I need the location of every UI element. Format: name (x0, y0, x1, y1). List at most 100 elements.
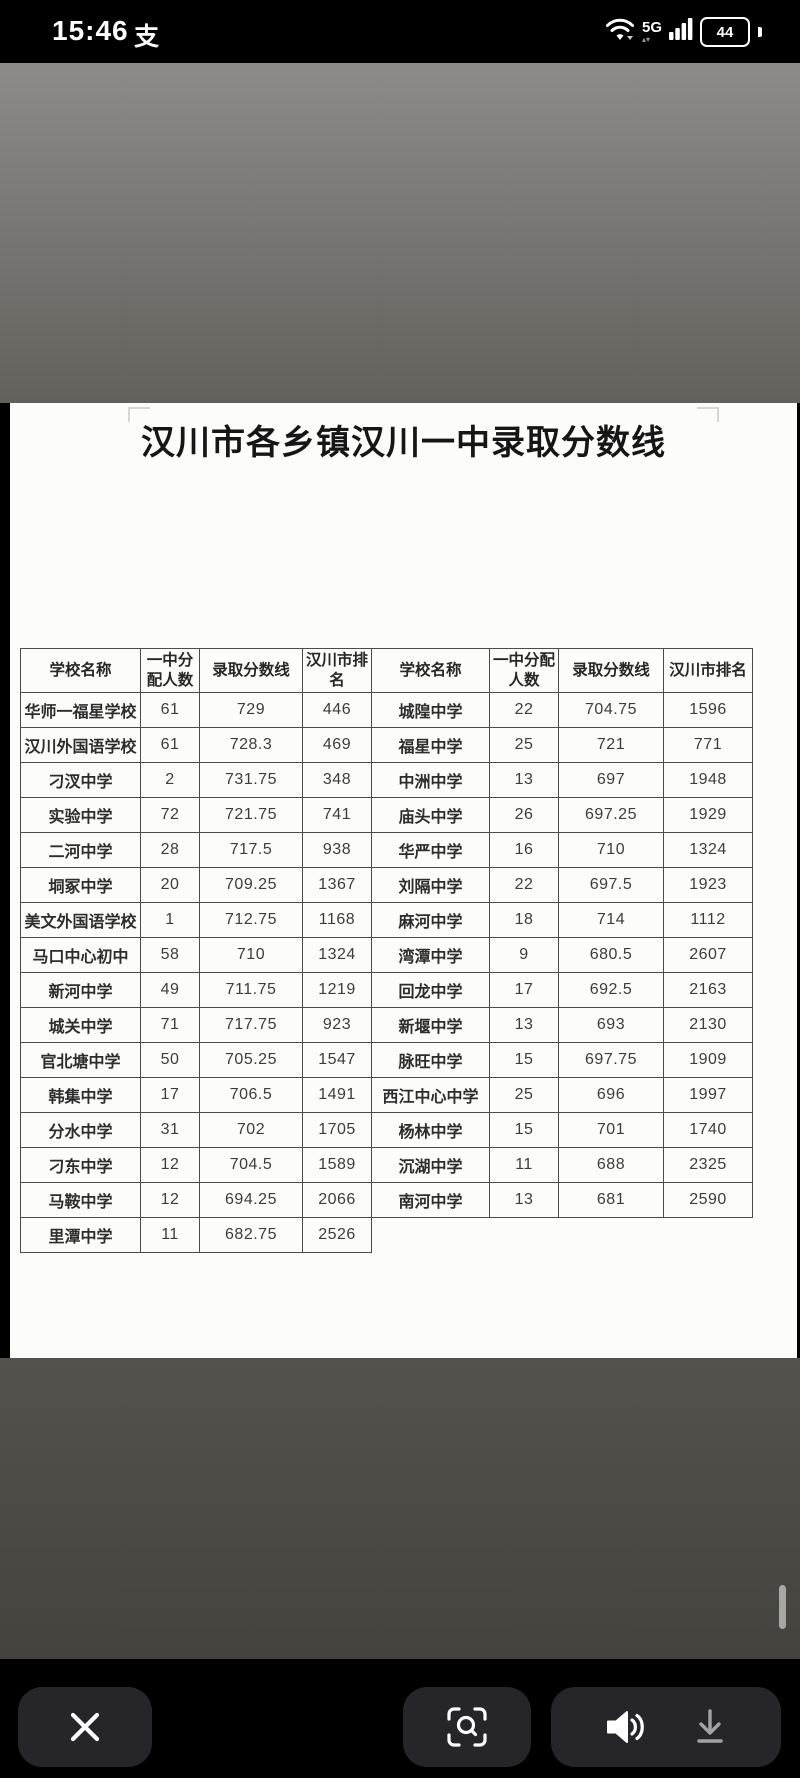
value-cell: 2325 (663, 1147, 753, 1183)
table-row: 湾潭中学 9 680.5 2607 (371, 937, 753, 973)
school-name-cell: 回龙中学 (371, 972, 490, 1008)
school-name-cell: 里潭中学 (20, 1217, 141, 1253)
value-cell: 1909 (663, 1042, 753, 1078)
value-cell: 13 (489, 1182, 559, 1218)
value-cell: 694.25 (199, 1182, 303, 1218)
table-header-row: 学校名称 一中分配人数 录取分数线 汉川市排名 (371, 648, 753, 693)
scores-table-right: 学校名称 一中分配人数 录取分数线 汉川市排名 城隍中学 22 704.75 1596… (371, 648, 753, 1218)
col-header-quota: 一中分配人数 (489, 648, 559, 693)
value-cell: 446 (302, 692, 372, 728)
value-cell: 692.5 (558, 972, 664, 1008)
school-name-cell: 二河中学 (20, 832, 141, 868)
value-cell: 717.75 (199, 1007, 303, 1043)
school-name-cell: 刁东中学 (20, 1147, 141, 1183)
value-cell: 58 (140, 937, 200, 973)
value-cell: 682.75 (199, 1217, 303, 1253)
table-row: 刁东中学 12 704.5 1589 (20, 1147, 372, 1183)
col-header-rank: 汉川市排名 (663, 648, 753, 693)
value-cell: 1367 (302, 867, 372, 903)
table-row: 马口中心初中 58 710 1324 (20, 937, 372, 973)
school-name-cell: 福星中学 (371, 727, 490, 763)
school-name-cell: 庙头中学 (371, 797, 490, 833)
value-cell: 697 (558, 762, 664, 798)
value-cell: 721 (558, 727, 664, 763)
value-cell: 721.75 (199, 797, 303, 833)
col-header-school: 学校名称 (20, 648, 141, 693)
col-header-quota: 一中分配人数 (140, 648, 200, 693)
school-name-cell: 麻河中学 (371, 902, 490, 938)
table-row: 脉旺中学 15 697.75 1909 (371, 1042, 753, 1078)
school-name-cell: 沉湖中学 (371, 1147, 490, 1183)
value-cell: 1705 (302, 1112, 372, 1148)
crop-mark-left (128, 407, 150, 422)
crop-mark-right (697, 407, 719, 422)
table-row: 刁汊中学 2 731.75 348 (20, 762, 372, 798)
value-cell: 61 (140, 727, 200, 763)
image-viewer-backdrop-top (0, 63, 800, 403)
value-cell: 741 (302, 797, 372, 833)
value-cell: 1491 (302, 1077, 372, 1113)
table-row: 韩集中学 17 706.5 1491 (20, 1077, 372, 1113)
school-name-cell: 新河中学 (20, 972, 141, 1008)
table-row: 庙头中学 26 697.25 1929 (371, 797, 753, 833)
value-cell: 729 (199, 692, 303, 728)
table-row: 城关中学 71 717.75 923 (20, 1007, 372, 1043)
value-cell: 13 (489, 762, 559, 798)
col-header-score: 录取分数线 (199, 648, 303, 693)
image-search-button[interactable] (403, 1687, 531, 1767)
table-row: 新堰中学 13 693 2130 (371, 1007, 753, 1043)
table-row: 汉川外国语学校 61 728.3 469 (20, 727, 372, 763)
close-button[interactable] (18, 1687, 152, 1767)
school-name-cell: 南河中学 (371, 1182, 490, 1218)
value-cell: 15 (489, 1042, 559, 1078)
table-row: 福星中学 25 721 771 (371, 727, 753, 763)
school-name-cell: 马鞍中学 (20, 1182, 141, 1218)
table-row: 马鞍中学 12 694.25 2066 (20, 1182, 372, 1218)
table-row: 分水中学 31 702 1705 (20, 1112, 372, 1148)
value-cell: 1324 (663, 832, 753, 868)
table-row: 南河中学 13 681 2590 (371, 1182, 753, 1218)
table-row: 回龙中学 17 692.5 2163 (371, 972, 753, 1008)
value-cell: 26 (489, 797, 559, 833)
value-cell: 696 (558, 1077, 664, 1113)
speaker-button[interactable] (604, 1709, 648, 1745)
school-name-cell: 华师一福星学校 (20, 692, 141, 728)
table-row: 实验中学 72 721.75 741 (20, 797, 372, 833)
value-cell: 61 (140, 692, 200, 728)
school-name-cell: 脉旺中学 (371, 1042, 490, 1078)
value-cell: 2163 (663, 972, 753, 1008)
value-cell: 697.5 (558, 867, 664, 903)
col-header-score: 录取分数线 (558, 648, 664, 693)
table-row: 里潭中学 11 682.75 2526 (20, 1217, 372, 1253)
value-cell: 704.5 (199, 1147, 303, 1183)
alipay-icon: 支 (134, 23, 160, 51)
value-cell: 697.75 (558, 1042, 664, 1078)
school-name-cell: 刘隔中学 (371, 867, 490, 903)
value-cell: 2590 (663, 1182, 753, 1218)
value-cell: 1 (140, 902, 200, 938)
value-cell: 1168 (302, 902, 372, 938)
school-name-cell: 分水中学 (20, 1112, 141, 1148)
school-name-cell: 湾潭中学 (371, 937, 490, 973)
value-cell: 2607 (663, 937, 753, 973)
download-button[interactable] (692, 1706, 728, 1748)
value-cell: 1112 (663, 902, 753, 938)
battery-icon: 44 (700, 17, 750, 47)
value-cell: 938 (302, 832, 372, 868)
school-name-cell: 实验中学 (20, 797, 141, 833)
school-name-cell: 西江中心中学 (371, 1077, 490, 1113)
table-header-row: 学校名称 一中分配人数 录取分数线 汉川市排名 (20, 648, 372, 693)
page-title: 汉川市各乡镇汉川一中录取分数线 (141, 424, 666, 462)
value-cell: 706.5 (199, 1077, 303, 1113)
value-cell: 11 (140, 1217, 200, 1253)
network-type-label: 5G ▴▾ (641, 19, 662, 44)
document-image[interactable]: 汉川市各乡镇汉川一中录取分数线 学校名称 一中分配人数 录取分数线 汉川市排名 … (10, 403, 797, 1358)
value-cell: 2526 (302, 1217, 372, 1253)
scroll-indicator[interactable] (779, 1585, 786, 1629)
table-row: 官北塘中学 50 705.25 1547 (20, 1042, 372, 1078)
value-cell: 17 (489, 972, 559, 1008)
school-name-cell: 韩集中学 (20, 1077, 141, 1113)
col-header-school: 学校名称 (371, 648, 490, 693)
table-row: 麻河中学 18 714 1112 (371, 902, 753, 938)
value-cell: 18 (489, 902, 559, 938)
